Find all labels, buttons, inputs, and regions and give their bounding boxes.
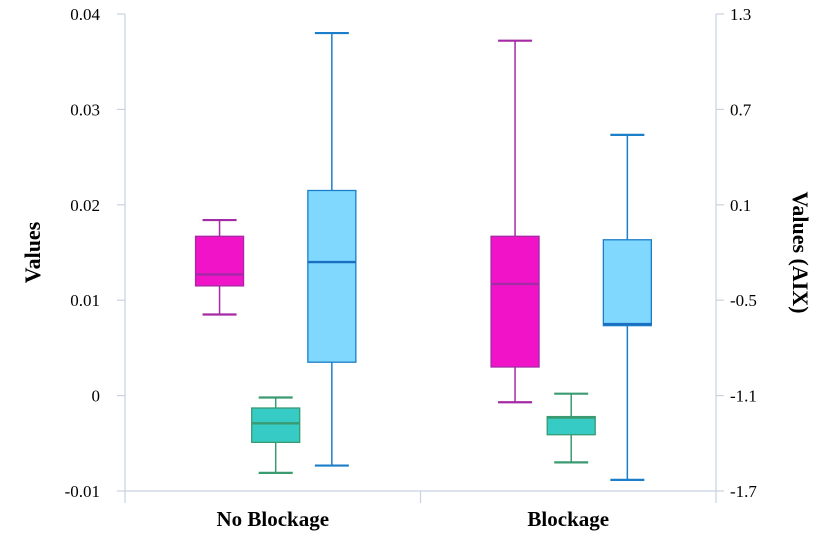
iqr-box	[490, 235, 540, 368]
y-tick-label-right: 0.7	[730, 100, 752, 119]
box-plot-series-2	[251, 396, 301, 474]
x-category-label: Blockage	[527, 507, 609, 531]
y-tick-label-left: -0.01	[65, 482, 100, 501]
iqr-box	[251, 407, 301, 443]
y-tick-label-left: 0.02	[70, 196, 100, 215]
axes	[117, 13, 724, 503]
box-plot-series-2	[546, 392, 596, 464]
y-tick-label-left: 0.01	[70, 291, 100, 310]
box-series	[194, 31, 652, 481]
box-plot-series-1	[194, 218, 245, 316]
y-tick-label-left: 0.04	[70, 5, 100, 24]
iqr-box	[307, 189, 357, 363]
labels: 0.04 0.03 0.02 0.01 0 -0.01 1.3 0.7 0.1 -0.5 -1.1 -…	[20, 5, 813, 531]
y-tick-label-left: 0.03	[70, 100, 100, 119]
y-axis-title-right: Values (AIX)	[788, 191, 813, 313]
y-tick-label-right: 1.3	[730, 5, 751, 24]
box-plot-series-3	[307, 31, 357, 467]
box-plot-series-3	[602, 133, 652, 481]
x-category-label: No Blockage	[216, 507, 329, 531]
box-plot-series-1	[490, 39, 540, 404]
y-tick-label-right: -0.5	[730, 291, 757, 310]
y-tick-label-left: 0	[92, 387, 101, 406]
y-tick-label-right: 0.1	[730, 196, 751, 215]
iqr-box	[602, 239, 652, 327]
y-tick-label-right: -1.7	[730, 482, 757, 501]
y-axis-title-left: Values	[20, 221, 45, 283]
iqr-box	[546, 415, 596, 436]
iqr-box	[194, 235, 245, 287]
y-tick-label-right: -1.1	[730, 387, 757, 406]
